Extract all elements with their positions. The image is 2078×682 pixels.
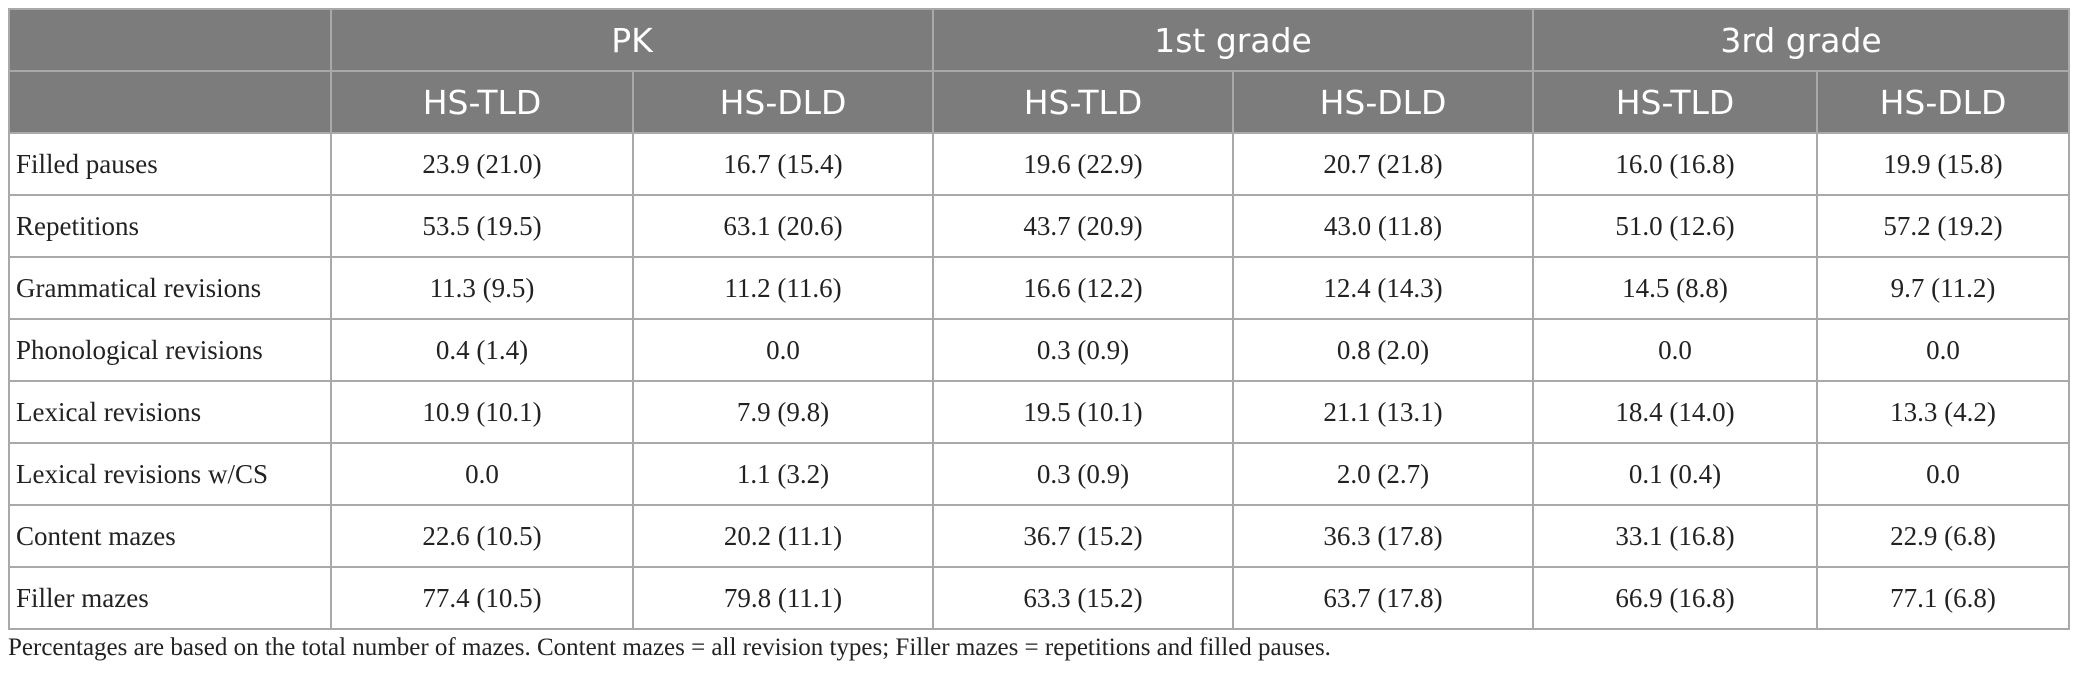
table-cell: 22.9 (6.8): [1816, 504, 2071, 568]
table-cell: 0.8 (2.0): [1232, 318, 1535, 382]
table-cell: 11.3 (9.5): [330, 256, 634, 320]
table-cell: 11.2 (11.6): [631, 256, 935, 320]
subheader-cell: HS-DLD: [631, 70, 935, 134]
group-header-row: PK 1st grade 3rd grade: [8, 8, 2071, 72]
table-row: Filled pauses 23.9 (21.0) 16.7 (15.4) 19…: [8, 132, 2071, 196]
table-cell: 22.6 (10.5): [330, 504, 634, 568]
table-cell: 77.1 (6.8): [1816, 566, 2071, 630]
table-cell: 2.0 (2.7): [1232, 442, 1535, 506]
table-cell: 43.0 (11.8): [1232, 194, 1535, 258]
data-table: PK 1st grade 3rd grade HS-TLD HS-DLD HS-…: [8, 8, 2071, 630]
table-cell: 10.9 (10.1): [330, 380, 634, 444]
table-cell: 0.1 (0.4): [1532, 442, 1819, 506]
subheader-cell: HS-TLD: [932, 70, 1235, 134]
table-row: Repetitions 53.5 (19.5) 63.1 (20.6) 43.7…: [8, 194, 2071, 258]
table-cell: 63.7 (17.8): [1232, 566, 1535, 630]
table-cell: 19.6 (22.9): [932, 132, 1235, 196]
subheader-row: HS-TLD HS-DLD HS-TLD HS-DLD HS-TLD HS-DL…: [8, 70, 2071, 134]
row-label: Content mazes: [8, 504, 332, 568]
table-cell: 9.7 (11.2): [1816, 256, 2071, 320]
group-header-1st-grade: 1st grade: [932, 8, 1535, 72]
table-row: Lexical revisions w/CS 0.0 1.1 (3.2) 0.3…: [8, 442, 2071, 506]
table-cell: 0.3 (0.9): [932, 442, 1235, 506]
group-header-3rd-grade: 3rd grade: [1532, 8, 2071, 72]
table-cell: 0.0: [330, 442, 634, 506]
table-cell: 66.9 (16.8): [1532, 566, 1819, 630]
table-cell: 23.9 (21.0): [330, 132, 634, 196]
corner-cell: [8, 70, 332, 134]
table-cell: 20.7 (21.8): [1232, 132, 1535, 196]
table-row: Lexical revisions 10.9 (10.1) 7.9 (9.8) …: [8, 380, 2071, 444]
subheader-cell: HS-TLD: [330, 70, 634, 134]
table-cell: 36.7 (15.2): [932, 504, 1235, 568]
table-cell: 79.8 (11.1): [631, 566, 935, 630]
table-cell: 53.5 (19.5): [330, 194, 634, 258]
table-cell: 14.5 (8.8): [1532, 256, 1819, 320]
table-cell: 0.4 (1.4): [330, 318, 634, 382]
table-cell: 21.1 (13.1): [1232, 380, 1535, 444]
table-cell: 7.9 (9.8): [631, 380, 935, 444]
table-cell: 0.0: [631, 318, 935, 382]
corner-cell: [8, 8, 332, 72]
table-footnote: Percentages are based on the total numbe…: [8, 634, 1331, 661]
table-cell: 0.0: [1816, 442, 2071, 506]
table-cell: 51.0 (12.6): [1532, 194, 1819, 258]
row-label: Filler mazes: [8, 566, 332, 630]
table-cell: 63.3 (15.2): [932, 566, 1235, 630]
table-cell: 16.7 (15.4): [631, 132, 935, 196]
row-label: Repetitions: [8, 194, 332, 258]
table-cell: 0.0: [1532, 318, 1819, 382]
table-cell: 16.0 (16.8): [1532, 132, 1819, 196]
table-row: Phonological revisions 0.4 (1.4) 0.0 0.3…: [8, 318, 2071, 382]
table-cell: 13.3 (4.2): [1816, 380, 2071, 444]
table-cell: 33.1 (16.8): [1532, 504, 1819, 568]
table-cell: 1.1 (3.2): [631, 442, 935, 506]
table-cell: 19.5 (10.1): [932, 380, 1235, 444]
table-cell: 19.9 (15.8): [1816, 132, 2071, 196]
subheader-cell: HS-TLD: [1532, 70, 1819, 134]
table-cell: 18.4 (14.0): [1532, 380, 1819, 444]
row-label: Grammatical revisions: [8, 256, 332, 320]
table-cell: 0.0: [1816, 318, 2071, 382]
group-header-pk: PK: [329, 8, 935, 72]
table-cell: 77.4 (10.5): [330, 566, 634, 630]
subheader-cell: HS-DLD: [1232, 70, 1535, 134]
table-cell: 63.1 (20.6): [631, 194, 935, 258]
table-row: Filler mazes 77.4 (10.5) 79.8 (11.1) 63.…: [8, 566, 2071, 630]
subheader-cell: HS-DLD: [1816, 70, 2071, 134]
table-row: Content mazes 22.6 (10.5) 20.2 (11.1) 36…: [8, 504, 2071, 568]
row-label: Lexical revisions: [8, 380, 332, 444]
table-cell: 20.2 (11.1): [631, 504, 935, 568]
table-container: PK 1st grade 3rd grade HS-TLD HS-DLD HS-…: [8, 8, 2071, 630]
row-label: Filled pauses: [8, 132, 332, 196]
table-cell: 43.7 (20.9): [932, 194, 1235, 258]
table-cell: 0.3 (0.9): [932, 318, 1235, 382]
table-cell: 12.4 (14.3): [1232, 256, 1535, 320]
table-cell: 16.6 (12.2): [932, 256, 1235, 320]
row-label: Phonological revisions: [8, 318, 332, 382]
row-label: Lexical revisions w/CS: [8, 442, 332, 506]
table-cell: 36.3 (17.8): [1232, 504, 1535, 568]
table-cell: 57.2 (19.2): [1816, 194, 2071, 258]
table-row: Grammatical revisions 11.3 (9.5) 11.2 (1…: [8, 256, 2071, 320]
